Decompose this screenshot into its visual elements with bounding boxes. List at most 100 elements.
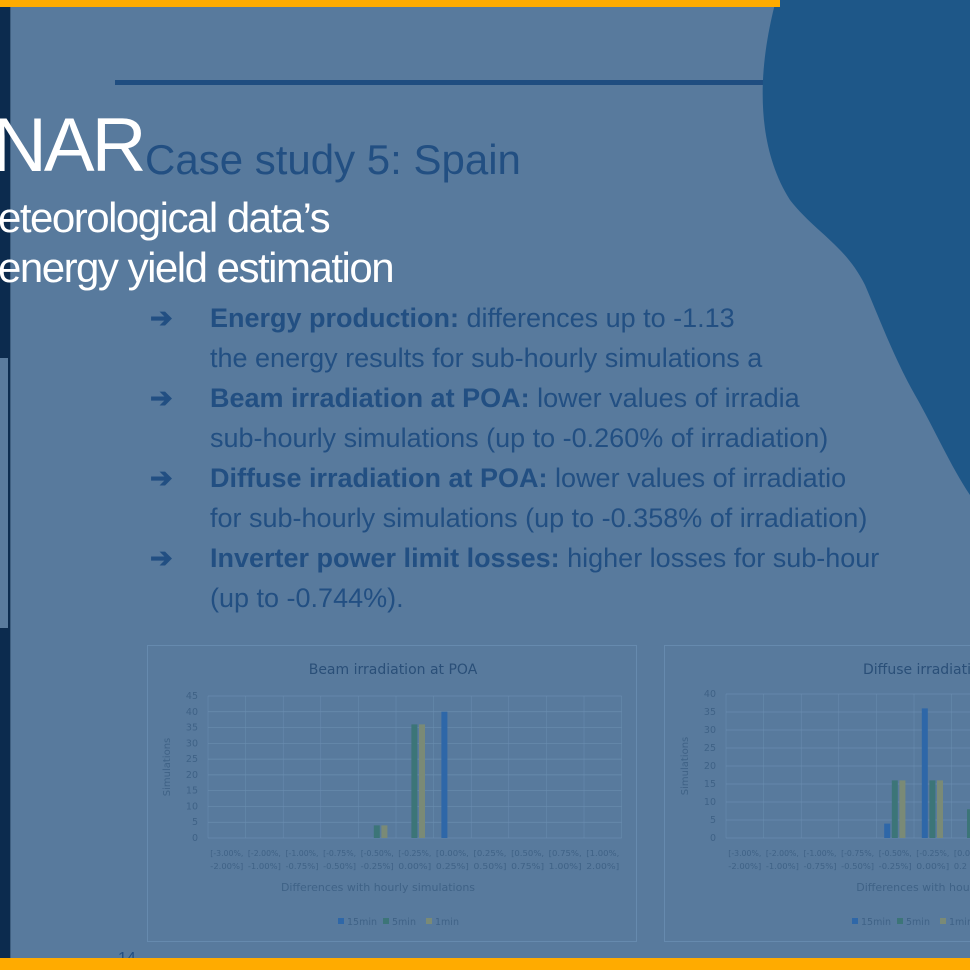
y-tick-label: 25: [704, 743, 716, 754]
bullet-item: ➔ Beam irradiation at POA: lower values o…: [150, 378, 828, 458]
y-tick-label: 0: [710, 833, 716, 844]
x-tick-label: [-1.00%,: [286, 848, 319, 858]
x-tick-label: [-0.75%,: [841, 848, 874, 858]
y-tick-label: 35: [186, 723, 198, 734]
bullet-continuation: sub-hourly simulations (up to -0.260% of…: [210, 423, 829, 453]
chart-beam-irradiation: Beam irradiation at POA 0 5 10 15 20 25 30 35 40 4…: [147, 645, 637, 942]
bar-1min: [419, 724, 425, 838]
bottom-accent-bar: [0, 958, 970, 970]
bullet-text: differences up to -1.13: [459, 303, 735, 333]
arrow-icon: ➔: [150, 463, 173, 493]
legend-swatch-5min: [897, 918, 903, 924]
overlay-subtitle-line1: eteorological data’s: [0, 194, 331, 241]
bar-5min: [373, 825, 380, 838]
x-tick-label: 0.00%]: [398, 861, 431, 871]
legend-swatch-1min: [940, 918, 946, 924]
overlay-subtitle-line2: energy yield estimation: [0, 244, 395, 291]
bar-5min: [411, 724, 418, 838]
bar-5min: [967, 809, 970, 838]
x-tick-label: [0.00%,: [436, 848, 469, 858]
x-tick-label: -0.50%]: [841, 861, 874, 871]
x-tick-label: -0.25%]: [879, 861, 912, 871]
legend-label: 1min: [435, 917, 459, 928]
x-tick-label: -1.00%]: [248, 861, 281, 871]
bullet-item: ➔ Diffuse irradiation at POA: lower value…: [150, 458, 867, 538]
y-axis-label: Simulations: [680, 737, 691, 795]
y-tick-label: 30: [704, 725, 716, 736]
x-axis-label: Differences with hourly simulations: [281, 881, 475, 894]
bar-1min: [937, 780, 943, 838]
x-tick-label: 0.00%]: [916, 861, 949, 871]
x-tick-label: -1.00%]: [766, 861, 799, 871]
bullet-item: ➔ Energy production: differences up to -1…: [150, 298, 762, 378]
y-tick-label: 40: [704, 689, 716, 700]
left-panel: [0, 358, 8, 628]
bullet-text: higher losses for sub-hour: [559, 543, 880, 573]
chart-diffuse-irradiation: Diffuse irradiation at 0 5 10 15 20 25 30 35 40 Si…: [664, 645, 970, 942]
bar-15min: [441, 711, 448, 838]
y-tick-label: 20: [186, 770, 198, 781]
arrow-icon: ➔: [150, 543, 173, 573]
bar-15min: [884, 823, 891, 838]
bar-5min: [929, 780, 936, 838]
bullet-bold: Inverter power limit losses:: [210, 543, 560, 573]
x-tick-label: [1.00%,: [586, 848, 619, 858]
slide-header-rule: [115, 80, 775, 85]
legend-label: 1min: [949, 917, 970, 928]
bar-1min: [899, 780, 906, 838]
y-tick-label: 45: [186, 691, 198, 702]
x-tick-label: -0.75%]: [804, 861, 837, 871]
arrow-icon: ➔: [150, 383, 173, 413]
x-tick-label: -0.50%]: [323, 861, 356, 871]
y-tick-label: 30: [186, 738, 198, 749]
x-tick-label: [-0.75%,: [323, 848, 356, 858]
x-tick-label: [-0.25%,: [916, 848, 949, 858]
x-tick-label: [-0.50%,: [879, 848, 912, 858]
y-tick-label: 5: [192, 817, 198, 828]
x-tick-label: 2.00%]: [586, 861, 619, 871]
x-tick-label: -0.25%]: [361, 861, 394, 871]
overlay-title: NAR: [0, 103, 146, 188]
legend-swatch-15min: [338, 918, 344, 924]
chart-svg: Diffuse irradiation at 0 5 10 15 20 25 30 35 40 Si…: [680, 662, 970, 928]
y-tick-label: 10: [704, 797, 716, 808]
x-tick-label: [0.75%,: [549, 848, 582, 858]
bullet-bold: Beam irradiation at POA:: [210, 383, 530, 413]
legend-label: 15min: [861, 917, 891, 928]
x-tick-label: [-0.50%,: [361, 848, 394, 858]
x-tick-label: -0.75%]: [286, 861, 319, 871]
legend-label: 5min: [392, 917, 416, 928]
x-axis-label: Differences with hourly: [856, 881, 970, 894]
bullet-item: ➔ Inverter power limit losses: higher los…: [150, 538, 879, 618]
legend-swatch-5min: [383, 918, 389, 924]
chart-title: Diffuse irradiation at: [863, 662, 970, 678]
x-tick-label: 0.50%]: [474, 861, 507, 871]
y-tick-label: 15: [704, 779, 716, 790]
x-tick-label: [-1.00%,: [804, 848, 837, 858]
x-tick-label: [0.25%,: [474, 848, 507, 858]
bullet-bold: Energy production:: [210, 303, 459, 333]
y-tick-label: 15: [186, 786, 198, 797]
slide-title: Case study 5: Spain: [145, 136, 521, 183]
y-tick-label: 20: [704, 761, 716, 772]
x-tick-label: [-2.00%,: [248, 848, 281, 858]
chart-title: Beam irradiation at POA: [309, 662, 478, 678]
bullet-text: lower values of irradiatio: [547, 463, 847, 493]
y-tick-label: 0: [192, 833, 198, 844]
legend-label: 15min: [347, 917, 377, 928]
bar-15min: [921, 708, 928, 838]
bullet-text: lower values of irradia: [529, 383, 800, 413]
arrow-icon: ➔: [150, 303, 173, 333]
bullet-continuation: (up to -0.744%).: [210, 583, 404, 613]
x-tick-label: 1.00%]: [549, 861, 582, 871]
x-tick-label: -2.00%]: [210, 861, 243, 871]
x-tick-label: [0.50%,: [511, 848, 544, 858]
top-accent-bar: [0, 0, 780, 7]
x-tick-label: [-3.00%,: [728, 848, 761, 858]
y-tick-label: 5: [710, 815, 716, 826]
legend-label: 5min: [906, 917, 930, 928]
x-tick-label: 0.2: [954, 861, 967, 871]
bullet-bold: Diffuse irradiation at POA:: [210, 463, 548, 493]
legend-swatch-15min: [852, 918, 858, 924]
x-tick-label: -2.00%]: [728, 861, 761, 871]
